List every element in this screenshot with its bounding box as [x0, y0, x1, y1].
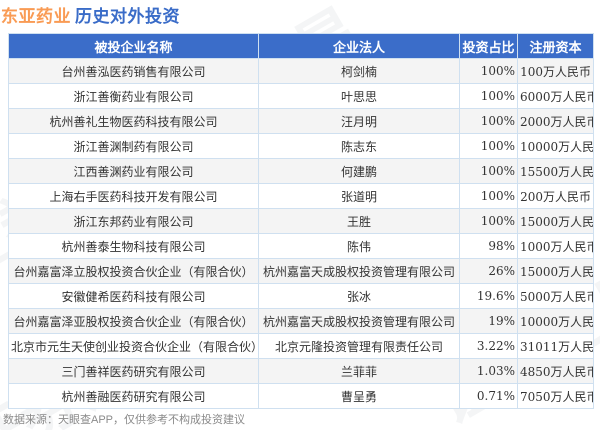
table-row: 浙江东邦药业有限公司 王胜 100% 15000万人民币 [8, 208, 594, 234]
ratio-cell: 26% [459, 258, 518, 284]
capital-cell: 100万人民币 [517, 58, 594, 84]
legal-person-cell: 何建鹏 [258, 158, 460, 184]
table-row: 浙江善渊制药有限公司 陈志东 100% 10000万人民币 [8, 133, 594, 159]
ratio-cell: 100% [459, 83, 518, 109]
table-row: 北京市元生天使创业投资合伙企业（有限合伙） 北京元隆投资管理有限责任公司 3.2… [8, 333, 594, 359]
ratio-cell: 100% [459, 133, 518, 159]
section-title: 历史对外投资 [75, 7, 180, 26]
table-row: 台州善泓医药销售有限公司 柯剑楠 100% 100万人民币 [8, 58, 594, 84]
table-row: 三门善祥医药研究有限公司 兰菲菲 1.03% 4850万人民币 [8, 358, 594, 384]
capital-cell: 6000万人民币 [517, 83, 594, 109]
legal-person-cell: 张冰 [258, 283, 460, 309]
ratio-cell: 98% [459, 233, 518, 259]
ratio-cell: 0.71% [459, 383, 518, 409]
table-row: 安徽健希医药科技有限公司 张冰 19.6% 5000万人民币 [8, 283, 594, 309]
legal-person-cell: 曹呈勇 [258, 383, 460, 409]
company-cell: 三门善祥医药研究有限公司 [8, 358, 259, 384]
investment-table: 被投企业名称 企业法人 投资占比 注册资本 台州善泓医药销售有限公司 柯剑楠 1… [8, 33, 594, 409]
page-title: 东亚药业 历史对外投资 [1, 2, 180, 27]
ratio-cell: 19% [459, 308, 518, 334]
legal-person-cell: 王胜 [258, 208, 460, 234]
company-cell: 浙江善渊制药有限公司 [8, 133, 259, 159]
ratio-cell: 3.22% [459, 333, 518, 359]
table-row: 杭州善礼生物医药科技有限公司 汪月明 100% 2000万人民币 [8, 108, 594, 134]
table-row: 杭州善融医药研究有限公司 曹呈勇 0.71% 7050万人民币 [8, 383, 594, 409]
ratio-cell: 100% [459, 108, 518, 134]
ratio-cell: 100% [459, 58, 518, 84]
legal-person-cell: 北京元隆投资管理有限责任公司 [258, 333, 460, 359]
ratio-cell: 100% [459, 183, 518, 209]
company-cell: 江西善渊药业有限公司 [8, 158, 259, 184]
capital-cell: 7050万人民币 [517, 383, 594, 409]
legal-person-cell: 张道明 [258, 183, 460, 209]
company-cell: 安徽健希医药科技有限公司 [8, 283, 259, 309]
table-row: 台州嘉富泽亚股权投资合伙企业（有限合伙） 杭州嘉富天成股权投资管理有限公司 19… [8, 308, 594, 334]
capital-cell: 31011万人民币 [517, 333, 594, 359]
capital-cell: 5000万人民币 [517, 283, 594, 309]
table-row: 江西善渊药业有限公司 何建鹏 100% 15500万人民币 [8, 158, 594, 184]
legal-person-cell: 杭州嘉富天成股权投资管理有限公司 [258, 308, 460, 334]
table-row: 杭州善泰生物科技有限公司 陈伟 98% 1000万人民币 [8, 233, 594, 259]
company-cell: 浙江东邦药业有限公司 [8, 208, 259, 234]
header-capital: 注册资本 [517, 33, 594, 59]
legal-person-cell: 杭州嘉富天成股权投资管理有限公司 [258, 258, 460, 284]
legal-person-cell: 兰菲菲 [258, 358, 460, 384]
capital-cell: 4850万人民币 [517, 358, 594, 384]
legal-person-cell: 陈志东 [258, 133, 460, 159]
capital-cell: 15000万人民币 [517, 208, 594, 234]
table-row: 台州嘉富泽立股权投资合伙企业（有限合伙） 杭州嘉富天成股权投资管理有限公司 26… [8, 258, 594, 284]
table-row: 上海右手医药科技开发有限公司 张道明 100% 200万人民币 [8, 183, 594, 209]
company-name-title: 东亚药业 [1, 7, 71, 26]
capital-cell: 1000万人民币 [517, 233, 594, 259]
company-cell: 浙江善衡药业有限公司 [8, 83, 259, 109]
table-header: 被投企业名称 企业法人 投资占比 注册资本 [8, 33, 594, 59]
header-ratio: 投资占比 [459, 33, 518, 59]
company-cell: 台州嘉富泽亚股权投资合伙企业（有限合伙） [8, 308, 259, 334]
company-cell: 杭州善礼生物医药科技有限公司 [8, 108, 259, 134]
legal-person-cell: 柯剑楠 [258, 58, 460, 84]
table-body: 台州善泓医药销售有限公司 柯剑楠 100% 100万人民币 浙江善衡药业有限公司… [8, 58, 594, 409]
ratio-cell: 19.6% [459, 283, 518, 309]
header-legal-person: 企业法人 [258, 33, 460, 59]
company-cell: 台州嘉富泽立股权投资合伙企业（有限合伙） [8, 258, 259, 284]
legal-person-cell: 叶思思 [258, 83, 460, 109]
capital-cell: 2000万人民币 [517, 108, 594, 134]
capital-cell: 10000万人民币 [517, 133, 594, 159]
header-row: 被投企业名称 企业法人 投资占比 注册资本 [8, 33, 594, 59]
company-cell: 北京市元生天使创业投资合伙企业（有限合伙） [8, 333, 259, 359]
company-cell: 杭州善泰生物科技有限公司 [8, 233, 259, 259]
company-cell: 杭州善融医药研究有限公司 [8, 383, 259, 409]
ratio-cell: 100% [459, 208, 518, 234]
capital-cell: 15500万人民币 [517, 158, 594, 184]
data-source-note: 数据来源：天眼查APP，仅供参考不构成投资建议 [3, 414, 246, 426]
company-cell: 上海右手医药科技开发有限公司 [8, 183, 259, 209]
capital-cell: 200万人民币 [517, 183, 594, 209]
capital-cell: 10000万人民币 [517, 308, 594, 334]
legal-person-cell: 汪月明 [258, 108, 460, 134]
company-cell: 台州善泓医药销售有限公司 [8, 58, 259, 84]
ratio-cell: 100% [459, 158, 518, 184]
table-row: 浙江善衡药业有限公司 叶思思 100% 6000万人民币 [8, 83, 594, 109]
legal-person-cell: 陈伟 [258, 233, 460, 259]
header-company: 被投企业名称 [8, 33, 259, 59]
capital-cell: 15000万人民币 [517, 258, 594, 284]
ratio-cell: 1.03% [459, 358, 518, 384]
